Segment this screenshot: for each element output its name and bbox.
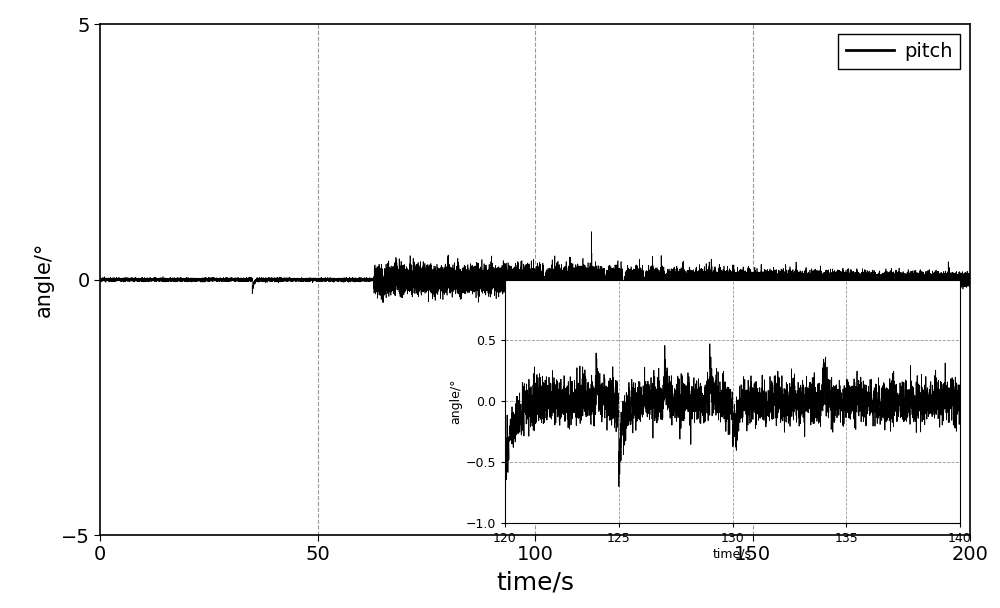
pitch <box>544 276 556 283</box>
Y-axis label: angle/°: angle/° <box>34 242 54 317</box>
Legend: pitch: pitch <box>838 34 960 69</box>
pitch <box>599 317 611 324</box>
pitch <box>648 271 660 278</box>
X-axis label: time/s: time/s <box>496 570 574 594</box>
pitch <box>586 228 598 235</box>
pitch <box>94 275 106 283</box>
Line: pitch: pitch <box>100 232 970 320</box>
Y-axis label: angle/°: angle/° <box>450 379 463 424</box>
pitch <box>141 276 153 283</box>
pitch <box>352 276 364 283</box>
pitch <box>747 275 759 282</box>
pitch <box>964 277 976 284</box>
X-axis label: time/s: time/s <box>713 548 752 561</box>
pitch <box>493 286 505 294</box>
